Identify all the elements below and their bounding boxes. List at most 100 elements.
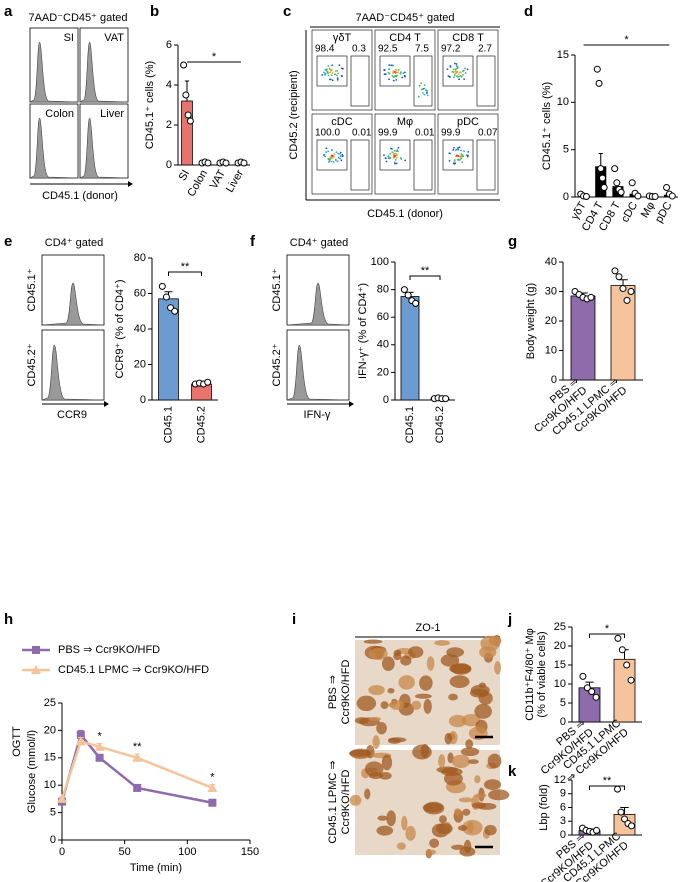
event-dot: [389, 152, 392, 155]
event-dot: [457, 155, 460, 157]
plot-frame: [374, 29, 436, 111]
tissue: [398, 675, 415, 690]
event-dot: [464, 67, 466, 70]
event-dot: [340, 67, 343, 70]
panel-title: ZO-1: [415, 622, 440, 634]
tissue: [474, 793, 487, 798]
x-tick-label: 100: [178, 846, 196, 858]
tissue: [444, 732, 453, 745]
x-tick-label: SI: [177, 168, 193, 183]
event-dot: [462, 155, 465, 157]
panel-title: 7AAD⁻CD45⁺ gated: [28, 12, 127, 24]
event-dot: [423, 84, 426, 87]
event-dot: [321, 74, 324, 76]
event-dot: [336, 69, 339, 72]
event-dot: [391, 75, 394, 77]
y-tick-label: 80: [134, 252, 146, 264]
tissue: [354, 717, 369, 724]
tissue: [363, 639, 383, 644]
event-dot: [449, 76, 451, 78]
y-tick-label: 10: [554, 678, 566, 690]
gate-value: 97.2: [441, 44, 461, 55]
event-dot: [449, 65, 452, 68]
bar: [610, 285, 636, 381]
data-point: [404, 291, 412, 299]
y-tick-label: 5: [50, 807, 56, 819]
gate: [379, 55, 411, 87]
y-tick-label: 0: [166, 159, 172, 171]
event-dot: [452, 149, 455, 151]
tissue: [381, 754, 393, 771]
arrow-head: [349, 401, 354, 407]
x-tick-label: CD45.2: [195, 406, 207, 443]
bar: [570, 295, 596, 381]
data-point: [663, 184, 671, 192]
panel-letter: h: [4, 611, 13, 628]
event-dot: [458, 75, 460, 78]
y-tick-label: 12: [554, 774, 566, 786]
event-dot: [400, 158, 403, 160]
x-tick-label: Liver: [224, 168, 246, 195]
event-dot: [460, 153, 463, 155]
panel-letter: b: [150, 3, 159, 20]
event-dot: [397, 71, 400, 74]
gate: [350, 55, 370, 107]
gate: [350, 139, 370, 191]
event-dot: [333, 73, 336, 76]
tissue: [377, 815, 388, 821]
data-point: [579, 672, 587, 680]
event-dot: [333, 153, 336, 156]
data-point: [57, 793, 67, 803]
event-dot: [464, 72, 467, 74]
row-label: CD45.1⁺: [271, 268, 283, 311]
event-dot: [392, 79, 395, 82]
y-tick-label: 40: [377, 339, 389, 351]
tissue: [405, 825, 416, 841]
legend-marker: [32, 646, 40, 654]
gate: [413, 139, 433, 191]
event-dot: [395, 162, 398, 165]
data-point: [634, 192, 642, 200]
y-tick-label: 0: [563, 191, 569, 203]
tissue: [468, 759, 479, 765]
gate: [413, 55, 433, 107]
gate-value: 92.5: [378, 44, 398, 55]
tissue: [420, 744, 430, 758]
arrow-head: [128, 181, 133, 187]
x-tick-label: 50: [119, 846, 131, 858]
event-dot: [394, 158, 397, 161]
event-dot: [461, 70, 464, 73]
event-dot: [462, 74, 464, 76]
tissue: [389, 700, 405, 710]
y-tick-label: 0: [50, 834, 56, 846]
tissue: [467, 821, 474, 834]
significance-bracket: [168, 271, 202, 276]
histogram: [286, 344, 350, 401]
tissue: [463, 839, 472, 854]
event-dot: [339, 157, 341, 160]
event-dot: [325, 69, 328, 72]
y-tick-label: 60: [377, 311, 389, 323]
panel-letter: i: [292, 611, 296, 628]
event-dot: [452, 71, 455, 74]
event-dot: [337, 156, 340, 159]
y-tick-label: 80: [377, 284, 389, 296]
panel-title: 7AAD⁻CD45⁺ gated: [355, 12, 454, 24]
event-dot: [465, 154, 468, 157]
event-dot: [460, 149, 463, 152]
tissue: [471, 802, 487, 809]
data-point: [133, 783, 142, 792]
data-point: [588, 688, 596, 696]
data-point: [623, 661, 631, 669]
event-dot: [452, 68, 455, 71]
event-dot: [460, 75, 463, 78]
category-label: SI: [177, 168, 193, 183]
event-dot: [417, 95, 420, 98]
plot-name: Mφ: [397, 116, 413, 128]
error-bar: [618, 279, 628, 286]
event-dot: [399, 72, 402, 75]
y-tick-label: 5: [563, 144, 569, 156]
event-dot: [340, 159, 343, 162]
event-dot: [392, 153, 395, 156]
